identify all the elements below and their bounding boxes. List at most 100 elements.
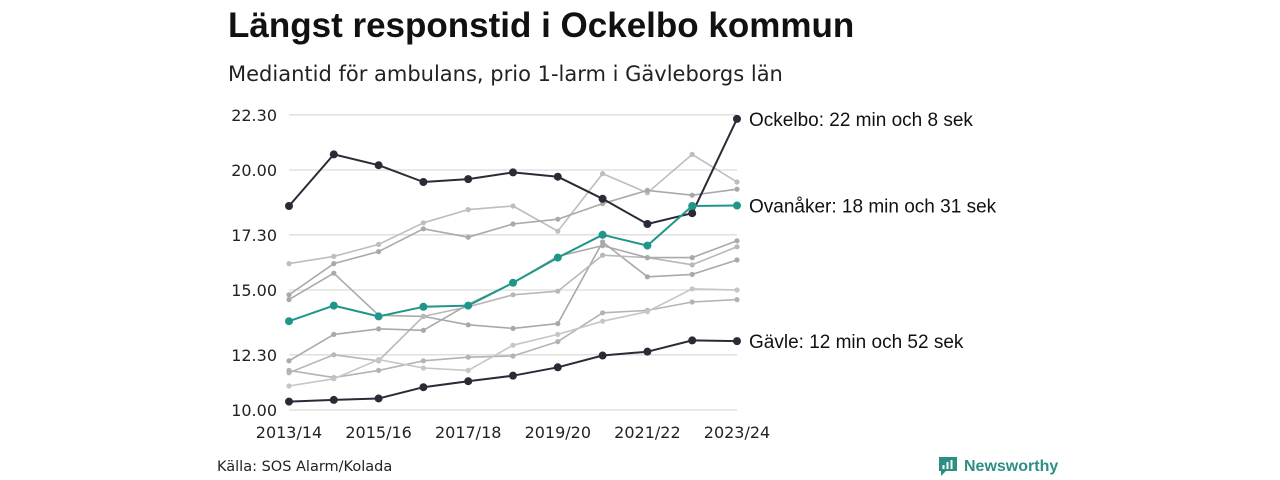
data-point xyxy=(644,187,651,193)
data-point xyxy=(734,244,740,250)
data-point xyxy=(555,228,561,234)
y-tick-label: 20.00 xyxy=(231,161,277,180)
data-point xyxy=(331,253,337,259)
data-point xyxy=(600,310,606,316)
data-point xyxy=(510,353,516,359)
data-point xyxy=(553,172,562,181)
data-point xyxy=(598,351,607,360)
data-point xyxy=(555,339,561,345)
data-point xyxy=(464,175,473,184)
data-point xyxy=(598,230,607,239)
x-tick-label: 2017/18 xyxy=(435,423,501,442)
data-point xyxy=(510,342,516,348)
y-tick-label: 17.30 xyxy=(231,226,277,245)
data-point xyxy=(734,287,740,293)
series-end-label: Ovanåker: 18 min och 31 sek xyxy=(749,197,997,218)
y-tick-label: 15.00 xyxy=(231,281,277,300)
data-point xyxy=(510,325,516,331)
x-tick-label: 2023/24 xyxy=(704,423,770,442)
data-point xyxy=(509,168,517,177)
data-point xyxy=(286,297,292,303)
data-point xyxy=(598,194,607,203)
data-point xyxy=(600,252,606,258)
data-point xyxy=(509,371,517,380)
data-point xyxy=(734,179,740,185)
data-point xyxy=(553,253,562,262)
data-point xyxy=(734,238,740,244)
data-point xyxy=(689,255,695,261)
data-point xyxy=(510,203,516,209)
data-point xyxy=(331,261,337,267)
y-tick-label: 22.30 xyxy=(231,106,277,125)
data-point xyxy=(600,318,606,324)
data-point xyxy=(643,241,652,250)
data-point xyxy=(331,331,337,337)
data-point xyxy=(689,192,695,198)
chart-subtitle: Mediantid för ambulans, prio 1-larm i Gä… xyxy=(228,62,783,86)
data-point xyxy=(689,271,695,277)
data-point xyxy=(374,312,383,321)
newsworthy-logo-icon xyxy=(938,456,958,477)
data-point xyxy=(555,288,561,294)
data-point xyxy=(465,207,471,213)
data-point xyxy=(420,313,426,319)
x-tick-label: 2015/16 xyxy=(345,423,411,442)
data-point xyxy=(286,261,292,267)
data-point xyxy=(329,150,338,159)
data-point xyxy=(419,383,428,392)
x-tick-label: 2019/20 xyxy=(525,423,591,442)
data-point xyxy=(553,363,562,372)
data-point xyxy=(420,327,426,333)
data-point xyxy=(420,220,426,226)
data-point xyxy=(644,309,651,315)
data-point xyxy=(420,226,426,232)
data-point xyxy=(285,317,293,326)
data-point xyxy=(331,270,337,276)
data-point xyxy=(555,331,561,337)
y-tick-label: 12.30 xyxy=(231,346,277,365)
data-point xyxy=(643,347,652,356)
data-point xyxy=(420,365,426,371)
data-point xyxy=(464,301,473,310)
data-point xyxy=(689,299,695,305)
data-point xyxy=(419,178,428,186)
data-point xyxy=(331,352,337,358)
data-point xyxy=(465,367,471,373)
data-point xyxy=(376,367,382,373)
data-point xyxy=(329,395,338,404)
chart-title: Längst responstid i Ockelbo kommun xyxy=(228,6,855,45)
data-point xyxy=(689,286,695,292)
data-point xyxy=(734,186,740,192)
data-point xyxy=(286,383,292,389)
data-point xyxy=(285,397,293,406)
data-point xyxy=(600,243,606,249)
data-point xyxy=(376,357,382,363)
data-point xyxy=(376,249,382,255)
series-line xyxy=(288,287,738,387)
data-point xyxy=(465,322,471,328)
data-point xyxy=(644,255,651,261)
brand-name: Newsworthy xyxy=(964,457,1059,475)
data-point xyxy=(600,239,606,245)
data-point xyxy=(509,278,517,287)
data-point xyxy=(688,209,697,218)
series-line-highlight xyxy=(288,339,738,403)
series-end-label: Gävle: 12 min och 52 sek xyxy=(749,332,964,353)
data-point xyxy=(285,202,293,210)
data-point xyxy=(286,292,292,298)
data-point xyxy=(733,201,741,210)
data-point xyxy=(465,354,471,360)
data-point xyxy=(688,336,697,345)
data-point xyxy=(734,297,740,303)
data-point xyxy=(733,337,741,346)
data-point xyxy=(510,221,516,227)
data-point xyxy=(510,292,516,298)
data-point xyxy=(555,216,561,222)
data-point xyxy=(329,301,338,310)
data-point xyxy=(331,376,337,382)
data-point xyxy=(689,262,695,268)
data-point xyxy=(644,274,651,280)
data-point xyxy=(555,321,561,327)
data-point xyxy=(688,202,697,210)
source-note: Källa: SOS Alarm/Kolada xyxy=(217,459,393,475)
